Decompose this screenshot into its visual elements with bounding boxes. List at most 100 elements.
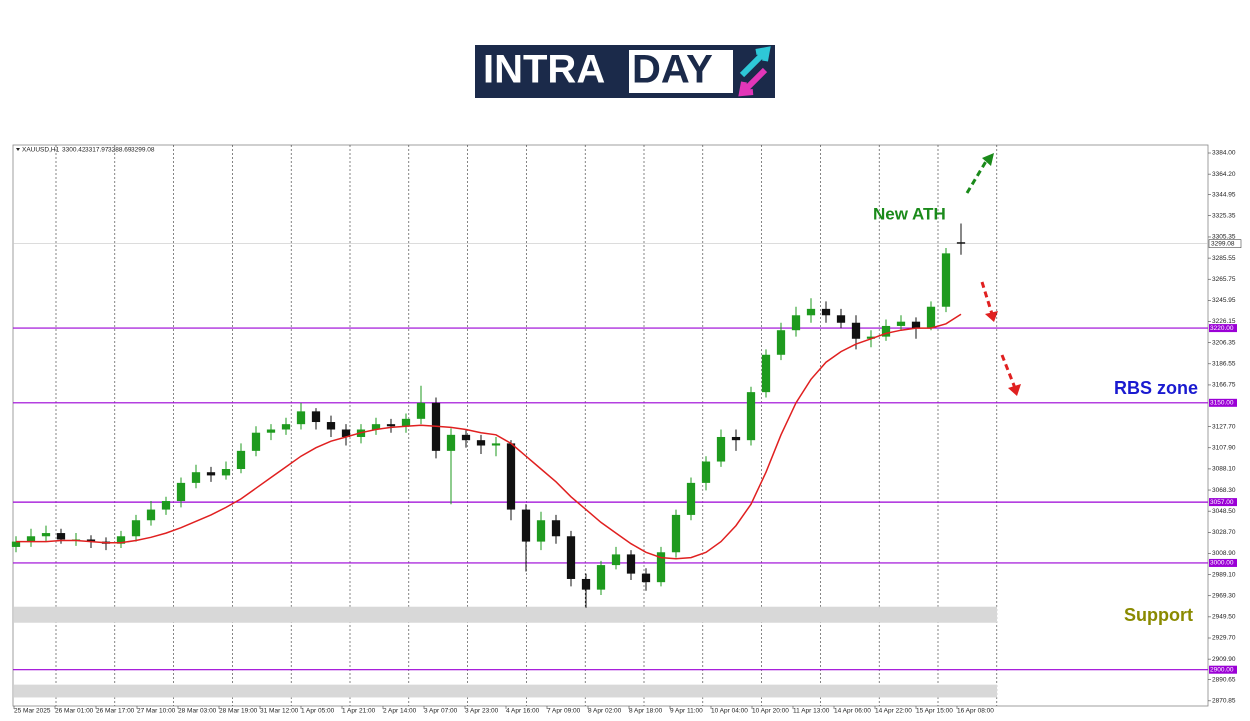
candle-body <box>791 315 801 331</box>
candle-body <box>131 520 141 537</box>
candle-body <box>446 434 456 451</box>
x-tick-label: 14 Apr 06:00 <box>834 708 871 715</box>
y-tick-label: 3008.90 <box>1212 550 1236 557</box>
y-tick-label: 3088.10 <box>1212 466 1236 473</box>
level-box <box>1209 498 1237 507</box>
level-box <box>1209 398 1237 407</box>
candle-body <box>851 322 861 339</box>
logo-text: DAY <box>632 48 713 92</box>
candle-body <box>881 325 891 337</box>
candle-body <box>641 573 651 583</box>
y-tick-label: 3166.75 <box>1212 382 1236 389</box>
candle-body <box>866 336 876 339</box>
level-box <box>1209 324 1237 333</box>
candle-body <box>956 242 966 244</box>
candle-body <box>896 321 906 326</box>
x-tick-label: 3 Apr 23:00 <box>465 708 499 715</box>
symbol-caret <box>16 148 20 151</box>
candle-body <box>341 429 351 437</box>
y-tick-label: 3325.35 <box>1212 212 1236 219</box>
x-tick-label: 15 Apr 15:00 <box>916 708 953 715</box>
y-tick-label: 3364.20 <box>1212 171 1236 178</box>
moving-average <box>16 313 962 560</box>
price-label: 3299.08 <box>1211 240 1235 247</box>
symbol: XAUUSD,H1 <box>22 147 60 154</box>
x-tick-label: 14 Apr 22:00 <box>875 708 912 715</box>
support-zone <box>14 606 997 623</box>
level-label: 2900.00 <box>1210 666 1234 673</box>
y-tick-label: 2909.90 <box>1212 656 1236 663</box>
logo-text: INTRA <box>483 48 605 92</box>
y-tick-label: 3068.30 <box>1212 487 1236 494</box>
candle-body <box>521 509 531 542</box>
candle-body <box>146 509 156 521</box>
x-tick-label: 3 Apr 07:00 <box>424 708 458 715</box>
x-tick-label: 25 Mar 2025 <box>14 708 51 715</box>
candle-body <box>731 436 741 441</box>
candle-body <box>911 321 921 329</box>
y-tick-label: 3305.35 <box>1212 234 1236 241</box>
y-tick-label: 3028.70 <box>1212 529 1236 536</box>
candle-body <box>506 443 516 510</box>
candle-body <box>566 536 576 579</box>
x-tick-label: 10 Apr 20:00 <box>752 708 789 715</box>
x-tick-label: 8 Apr 18:00 <box>629 708 663 715</box>
y-tick-label: 3048.50 <box>1212 508 1236 515</box>
candle-body <box>626 554 636 574</box>
level-label: 3057.00 <box>1210 499 1234 506</box>
candle-body <box>686 482 696 515</box>
candle-body <box>701 461 711 483</box>
candle-body <box>326 422 336 430</box>
y-tick-label: 3107.90 <box>1212 444 1236 451</box>
candle-body <box>596 565 606 590</box>
y-tick-label: 3265.75 <box>1212 276 1236 283</box>
candle-body <box>941 253 951 307</box>
y-tick-label: 3186.55 <box>1212 361 1236 368</box>
arrow-head <box>985 311 998 322</box>
y-tick-label: 3384.00 <box>1212 150 1236 157</box>
level-label: 3220.00 <box>1210 325 1234 332</box>
candle-body <box>536 520 546 542</box>
candle-body <box>191 472 201 483</box>
candle-body <box>416 402 426 419</box>
y-tick-label: 2890.65 <box>1212 676 1236 683</box>
candle-body <box>311 411 321 423</box>
annotation: RBS zone <box>1114 378 1198 398</box>
y-tick-label: 3344.95 <box>1212 191 1236 198</box>
candle-body <box>551 520 561 537</box>
x-tick-label: 2 Apr 14:00 <box>383 708 417 715</box>
candle-body <box>251 432 261 451</box>
candle-body <box>611 554 621 566</box>
support-zone <box>14 684 997 698</box>
y-tick-label: 2929.70 <box>1212 635 1236 642</box>
candle-body <box>716 436 726 462</box>
x-tick-label: 28 Mar 03:00 <box>178 708 217 715</box>
candle-body <box>371 424 381 430</box>
price-box <box>1208 239 1242 248</box>
x-tick-label: 27 Mar 10:00 <box>137 708 176 715</box>
y-tick-label: 3127.70 <box>1212 423 1236 430</box>
y-tick-label: 3206.35 <box>1212 339 1236 346</box>
y-tick-label: 3226.15 <box>1212 318 1236 325</box>
y-tick-label: 3285.55 <box>1212 255 1236 262</box>
candle-body <box>656 552 666 583</box>
x-tick-label: 28 Mar 19:00 <box>219 708 258 715</box>
level-label: 3150.00 <box>1210 400 1234 407</box>
x-tick-label: 16 Apr 08:00 <box>957 708 994 715</box>
ohlc-value: 3300.42 <box>62 147 86 154</box>
x-tick-label: 31 Mar 12:00 <box>260 708 299 715</box>
candle-body <box>401 418 411 427</box>
x-tick-label: 9 Apr 11:00 <box>670 708 703 715</box>
candle-body <box>176 482 186 502</box>
annotation: New ATH <box>873 204 946 223</box>
candle-body <box>56 533 66 540</box>
candle-body <box>746 392 756 441</box>
candle-body <box>581 578 591 590</box>
level-box <box>1209 665 1237 674</box>
candle-body <box>671 514 681 553</box>
candle-body <box>11 541 21 547</box>
y-tick-label: 2870.85 <box>1212 698 1236 705</box>
logo-arrow <box>739 46 771 78</box>
candle-body <box>116 536 126 544</box>
y-tick-label: 3245.95 <box>1212 297 1236 304</box>
